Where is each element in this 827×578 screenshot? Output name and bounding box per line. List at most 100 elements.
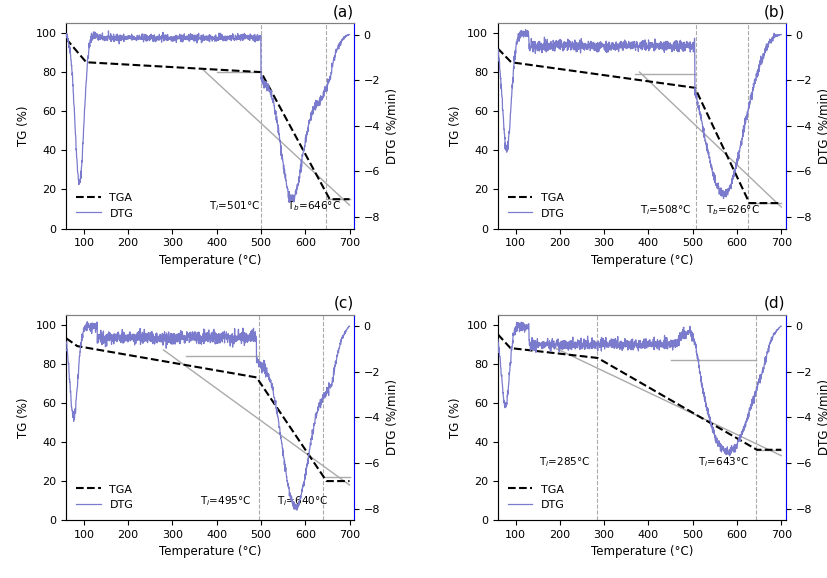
DTG bbox=[345, 323, 355, 329]
TGA bbox=[345, 477, 355, 484]
Legend: TGA, DTG: TGA, DTG bbox=[504, 188, 570, 223]
TGA bbox=[772, 446, 782, 453]
Line: TGA: TGA bbox=[66, 338, 350, 481]
TGA bbox=[590, 354, 600, 361]
DTG bbox=[777, 31, 786, 38]
TGA bbox=[192, 65, 202, 72]
Text: T$_i$=285°C: T$_i$=285°C bbox=[538, 455, 590, 469]
TGA bbox=[291, 432, 301, 439]
DTG bbox=[210, 34, 220, 40]
X-axis label: Temperature (°C): Temperature (°C) bbox=[590, 254, 693, 267]
TGA bbox=[341, 477, 351, 484]
DTG bbox=[345, 31, 355, 38]
DTG bbox=[292, 507, 302, 514]
DTG bbox=[521, 26, 531, 33]
TGA bbox=[723, 429, 733, 436]
Line: TGA: TGA bbox=[66, 39, 350, 199]
DTG bbox=[516, 318, 526, 325]
DTG bbox=[82, 318, 92, 325]
Text: (a): (a) bbox=[332, 4, 354, 19]
DTG bbox=[642, 45, 652, 52]
TGA bbox=[624, 372, 633, 379]
TGA bbox=[322, 477, 332, 484]
DTG bbox=[493, 336, 503, 343]
DTG bbox=[772, 326, 782, 333]
X-axis label: Temperature (°C): Temperature (°C) bbox=[590, 546, 693, 558]
TGA bbox=[493, 45, 503, 52]
Text: T$_i$=643°C: T$_i$=643°C bbox=[698, 455, 749, 469]
Line: DTG: DTG bbox=[66, 31, 350, 202]
Line: DTG: DTG bbox=[498, 322, 782, 456]
DTG bbox=[562, 41, 571, 48]
DTG bbox=[192, 35, 202, 42]
DTG bbox=[562, 344, 571, 351]
Legend: TGA, DTG: TGA, DTG bbox=[72, 480, 138, 514]
Y-axis label: TG (%): TG (%) bbox=[448, 106, 461, 146]
Y-axis label: DTG (%/min): DTG (%/min) bbox=[817, 88, 827, 164]
DTG bbox=[719, 195, 729, 202]
TGA bbox=[777, 199, 786, 206]
DTG bbox=[159, 337, 169, 344]
TGA bbox=[562, 351, 571, 358]
TGA bbox=[772, 199, 782, 206]
DTG bbox=[61, 339, 71, 346]
TGA bbox=[159, 63, 169, 70]
TGA bbox=[192, 364, 202, 370]
TGA bbox=[752, 446, 762, 453]
DTG bbox=[210, 332, 220, 339]
DTG bbox=[61, 32, 71, 39]
DTG bbox=[777, 323, 786, 329]
DTG bbox=[103, 27, 113, 34]
Y-axis label: TG (%): TG (%) bbox=[17, 106, 30, 146]
X-axis label: Temperature (°C): Temperature (°C) bbox=[159, 254, 261, 267]
Y-axis label: DTG (%/min): DTG (%/min) bbox=[385, 88, 399, 164]
TGA bbox=[624, 75, 633, 82]
DTG bbox=[159, 34, 169, 41]
TGA bbox=[744, 199, 754, 206]
TGA bbox=[61, 35, 71, 42]
TGA bbox=[345, 196, 355, 203]
DTG bbox=[192, 329, 202, 336]
DTG bbox=[624, 338, 633, 345]
Line: DTG: DTG bbox=[498, 29, 782, 199]
Text: T$_i$=508°C: T$_i$=508°C bbox=[640, 203, 691, 217]
DTG bbox=[291, 190, 301, 197]
Legend: TGA, DTG: TGA, DTG bbox=[72, 188, 138, 223]
DTG bbox=[590, 46, 600, 53]
TGA bbox=[130, 61, 140, 68]
Text: (d): (d) bbox=[764, 296, 786, 311]
Text: T$_i$=495°C: T$_i$=495°C bbox=[200, 495, 251, 509]
Y-axis label: DTG (%/min): DTG (%/min) bbox=[817, 380, 827, 455]
Y-axis label: TG (%): TG (%) bbox=[448, 397, 461, 438]
TGA bbox=[130, 353, 140, 360]
Text: T$_i$=640°C: T$_i$=640°C bbox=[277, 495, 328, 509]
TGA bbox=[325, 196, 335, 203]
TGA bbox=[210, 366, 220, 373]
Text: T$_b$=626°C: T$_b$=626°C bbox=[705, 203, 759, 217]
Text: (c): (c) bbox=[334, 296, 354, 311]
DTG bbox=[493, 46, 503, 53]
TGA bbox=[493, 331, 503, 338]
Text: T$_i$=501°C: T$_i$=501°C bbox=[208, 199, 260, 213]
TGA bbox=[159, 358, 169, 365]
DTG bbox=[723, 188, 733, 195]
TGA bbox=[642, 383, 652, 390]
TGA bbox=[642, 77, 652, 84]
Line: TGA: TGA bbox=[498, 334, 782, 450]
DTG bbox=[724, 453, 734, 460]
TGA bbox=[723, 154, 733, 161]
Line: DTG: DTG bbox=[66, 322, 350, 510]
DTG bbox=[130, 36, 140, 43]
DTG bbox=[291, 506, 301, 513]
Line: TGA: TGA bbox=[498, 49, 782, 203]
Y-axis label: DTG (%/min): DTG (%/min) bbox=[385, 380, 399, 455]
DTG bbox=[590, 343, 600, 350]
TGA bbox=[210, 66, 220, 73]
Legend: TGA, DTG: TGA, DTG bbox=[504, 480, 570, 514]
TGA bbox=[291, 134, 301, 140]
DTG bbox=[341, 328, 351, 335]
TGA bbox=[777, 446, 786, 453]
TGA bbox=[562, 66, 571, 73]
DTG bbox=[642, 344, 652, 351]
TGA bbox=[341, 196, 351, 203]
